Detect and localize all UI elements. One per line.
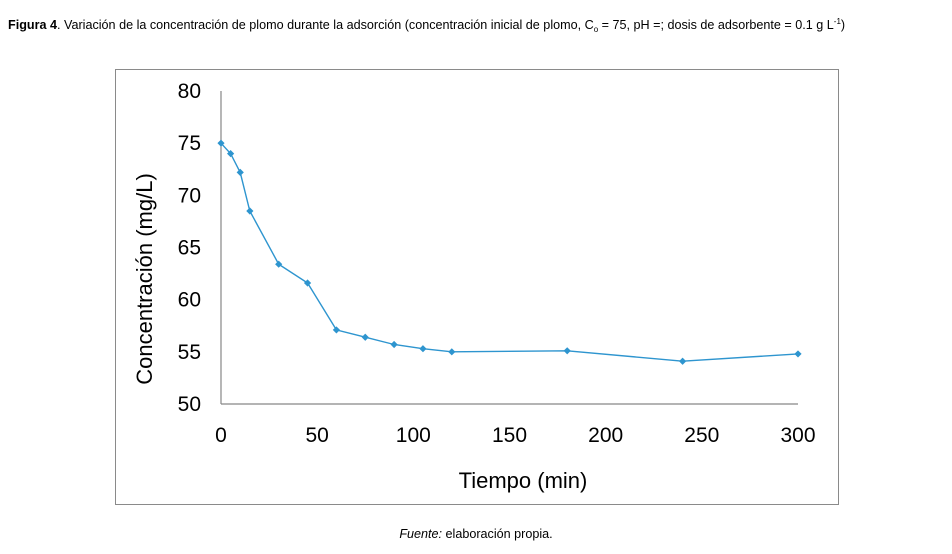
caption-text: . Variación de la concentración de plomo… [57, 18, 594, 32]
y-tick-label: 70 [178, 184, 201, 207]
data-point-marker [227, 150, 235, 158]
caption-closing: ) [840, 18, 846, 32]
data-point-marker [563, 347, 571, 355]
data-point-marker [246, 207, 254, 215]
y-tick-label: 60 [178, 289, 201, 312]
data-point-marker [679, 357, 687, 365]
y-tick-label: 75 [178, 132, 201, 155]
caption-subscript: o [593, 25, 599, 34]
figure-caption: Figura 4. Variación de la concentración … [8, 17, 948, 34]
y-tick-label: 55 [178, 341, 201, 364]
x-tick-labels: 0 50 100 150 200 250 300 [215, 424, 815, 447]
data-point-marker [303, 279, 312, 287]
y-tick-label: 50 [178, 393, 201, 416]
y-axis-title: Concentración (mg/L) [132, 173, 157, 385]
data-markers [217, 139, 802, 365]
figure-label: Figura 4 [8, 18, 57, 32]
x-tick-label: 300 [780, 424, 815, 447]
data-point-marker [419, 345, 427, 353]
caption-superscript: -1 [833, 17, 841, 26]
x-tick-label: 100 [396, 424, 431, 447]
data-point-marker [217, 139, 225, 147]
data-point-marker [332, 326, 340, 334]
series-line [220, 142, 799, 362]
data-point-marker [236, 168, 244, 176]
x-tick-label: 250 [684, 424, 719, 447]
x-tick-label: 0 [215, 424, 227, 447]
source-note: Fuente: elaboración propia. [0, 527, 952, 541]
data-point-marker [448, 348, 456, 356]
source-text: elaboración propia. [442, 527, 553, 541]
data-point-marker [361, 333, 369, 341]
x-tick-label: 150 [492, 424, 527, 447]
x-axis-title: Tiempo (min) [459, 468, 588, 493]
chart-frame [115, 69, 839, 505]
y-tick-label: 80 [178, 80, 201, 103]
x-tick-label: 50 [305, 424, 328, 447]
y-tick-labels: 50 55 60 65 70 75 80 [178, 80, 201, 416]
caption-text-continued: = 75, pH =; dosis de adsorbente = 0.1 g … [598, 18, 834, 32]
y-tick-label: 65 [178, 237, 201, 260]
x-tick-label: 200 [588, 424, 623, 447]
source-label: Fuente: [399, 527, 443, 541]
data-point-marker [275, 260, 283, 268]
data-point-marker [794, 350, 802, 358]
data-point-marker [390, 340, 398, 349]
